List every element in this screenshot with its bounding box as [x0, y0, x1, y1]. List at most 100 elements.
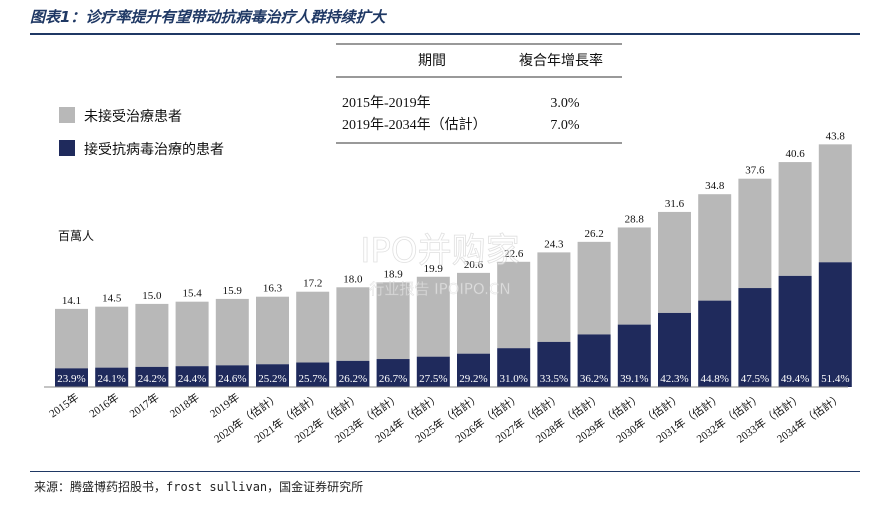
watermark: IPO并购家 行业报告 IPOIPO.CN	[360, 231, 520, 299]
legend-label-treated: 接受抗病毒治療的患者	[84, 141, 224, 158]
bar-segment-untreated	[135, 303, 169, 367]
data-label-share: 49.4%	[781, 373, 809, 385]
bar-segment-treated	[698, 300, 732, 387]
data-label-share: 23.9%	[57, 373, 85, 385]
x-tick-label: 2015年	[46, 390, 81, 420]
bar-segment-untreated	[497, 261, 531, 349]
bar-segment-treated	[55, 368, 88, 387]
bar-segment-treated	[818, 262, 852, 387]
data-label-total: 34.8	[705, 180, 725, 192]
bar-segment-untreated	[336, 287, 370, 361]
data-label-total: 37.6	[745, 165, 765, 177]
data-label-total: 15.0	[142, 290, 162, 302]
data-label-share: 25.2%	[258, 373, 286, 385]
footer-divider	[30, 471, 860, 472]
bar-segment-untreated	[296, 291, 330, 363]
bar-segment-untreated	[818, 144, 852, 263]
x-tick-label: 2018年	[167, 390, 202, 420]
data-label-share: 26.2%	[339, 373, 367, 385]
bar-segment-untreated	[95, 306, 129, 368]
x-tick-label: 2023年（估計）	[332, 390, 403, 446]
data-label-share: 24.2%	[138, 373, 166, 385]
bar-segment-treated	[215, 365, 249, 387]
bar-segment-untreated	[738, 178, 772, 289]
data-label-total: 15.4	[182, 288, 202, 300]
x-tick-label: 2030年（估計）	[613, 390, 684, 446]
bar-segment-untreated	[55, 308, 88, 369]
x-tick-label: 2026年（估計）	[452, 390, 523, 446]
x-tick-label: 2020年（估計）	[211, 390, 282, 446]
data-label-share: 44.8%	[700, 373, 728, 385]
watermark-sub: 行业报告 IPOIPO.CN	[369, 280, 510, 298]
x-tick-label: 2028年（估計）	[533, 390, 604, 446]
data-label-share: 39.1%	[620, 373, 648, 385]
bar-segment-treated	[457, 353, 490, 387]
bar-segment-treated	[577, 334, 611, 387]
x-tick-label: 2021年（估計）	[251, 390, 322, 446]
bar-segment-untreated	[658, 211, 691, 313]
x-tick-label: 2025年（估計）	[412, 390, 483, 446]
bar-segment-treated	[778, 275, 812, 387]
data-label-share: 33.5%	[540, 373, 568, 385]
table-row-2-cagr: 7.0%	[550, 118, 580, 133]
data-label-total: 14.1	[62, 295, 81, 307]
bar-segment-untreated	[376, 282, 410, 360]
bar-segment-treated	[336, 360, 370, 387]
x-tick-label: 2017年	[127, 390, 162, 420]
legend: 未接受治療患者 接受抗病毒治療的患者	[59, 107, 224, 158]
x-tick-label: 2027年（估計）	[493, 390, 564, 446]
legend-swatch-treated	[59, 140, 75, 156]
x-tick-label: 2016年	[86, 390, 121, 420]
data-label-total: 22.6	[504, 248, 524, 260]
data-label-share: 25.7%	[298, 373, 326, 385]
cagr-table: 期間 複合年增長率 2015年-2019年 3.0% 2019年-2034年（估…	[336, 43, 622, 144]
x-tick-label: 2034年（估計）	[774, 390, 845, 446]
data-label-total: 28.8	[625, 213, 645, 225]
bar-segment-treated	[537, 341, 571, 387]
bar-segment-treated	[617, 324, 651, 387]
data-label-total: 16.3	[263, 283, 283, 295]
x-tick-label: 2031年（估計）	[653, 390, 724, 446]
bar-segment-treated	[376, 359, 410, 387]
data-label-total: 18.0	[343, 273, 363, 285]
bar-segment-untreated	[698, 194, 732, 301]
bar-segment-treated	[658, 312, 691, 387]
data-label-total: 24.3	[544, 238, 564, 250]
source-note: 来源：腾盛博药招股书，frost sullivan，国金证券研究所	[34, 480, 364, 494]
x-tick-label: 2022年（估計）	[292, 390, 363, 446]
x-tick-label: 2033年（估計）	[734, 390, 805, 446]
data-label-share: 26.7%	[379, 373, 407, 385]
chart-title: 图表1：诊疗率提升有望带动抗病毒治疗人群持续扩大	[30, 8, 386, 26]
table-row-1-period: 2015年-2019年	[342, 95, 431, 111]
x-tick-label: 2032年（估計）	[694, 390, 765, 446]
table-header-period: 期間	[418, 53, 446, 69]
x-tick-label: 2024年（估計）	[372, 390, 443, 446]
data-label-total: 43.8	[826, 130, 846, 142]
chart-canvas: 期間 複合年增長率 2015年-2019年 3.0% 2019年-2034年（估…	[44, 43, 852, 446]
bar-segment-treated	[256, 364, 289, 387]
table-header-cagr: 複合年增長率	[519, 52, 603, 69]
data-label-total: 20.6	[464, 259, 484, 271]
x-tick-label: 2019年	[207, 390, 242, 420]
data-label-share: 27.5%	[419, 373, 447, 385]
data-label-total: 31.6	[665, 198, 685, 210]
x-tick-label: 2029年（估計）	[573, 390, 644, 446]
bar-segment-treated	[296, 362, 330, 387]
data-label-total: 17.2	[303, 278, 322, 290]
data-label-total: 26.2	[584, 228, 603, 240]
bar-segment-untreated	[778, 162, 812, 276]
data-label-total: 40.6	[785, 148, 805, 160]
data-label-share: 29.2%	[459, 373, 487, 385]
data-label-share: 24.6%	[218, 373, 246, 385]
data-label-share: 24.4%	[178, 373, 206, 385]
data-label-total: 18.9	[383, 268, 403, 280]
watermark-main: IPO并购家	[360, 231, 519, 271]
bar-segment-treated	[135, 366, 169, 387]
legend-swatch-untreated	[59, 107, 75, 123]
data-label-total: 19.9	[424, 263, 444, 275]
legend-label-untreated: 未接受治療患者	[84, 108, 182, 125]
data-label-share: 47.5%	[741, 373, 769, 385]
data-label-share: 31.0%	[499, 373, 527, 385]
table-row-2-period: 2019年-2034年（估計）	[342, 117, 487, 133]
bar-segment-untreated	[537, 252, 571, 342]
